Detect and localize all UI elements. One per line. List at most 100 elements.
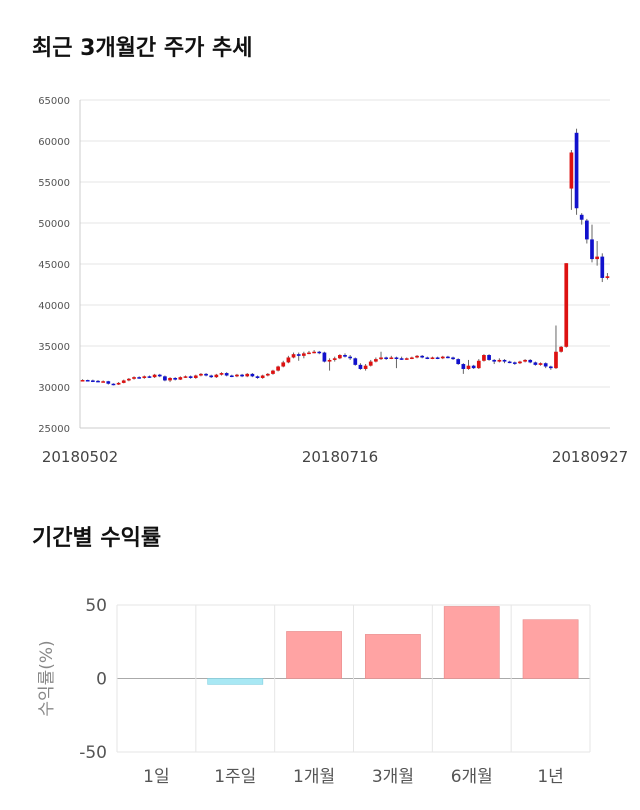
candle-body — [327, 359, 332, 362]
candle-body — [554, 351, 558, 369]
candle-body — [307, 352, 311, 355]
candle-body — [322, 352, 327, 362]
candle-body — [193, 375, 198, 378]
candle-body — [219, 373, 224, 375]
candle-body — [317, 351, 322, 354]
candle-body — [600, 256, 605, 278]
candle-body — [533, 362, 538, 365]
y-tick-label: 35000 — [38, 342, 70, 353]
y-tick-label: 25000 — [38, 424, 70, 435]
y-tick-label: 30000 — [38, 383, 70, 394]
candle-body — [410, 357, 414, 359]
candle-body — [183, 376, 188, 378]
category-label: 1개월 — [293, 767, 335, 787]
candle-body — [595, 256, 599, 260]
candle-body — [214, 374, 219, 378]
candle-body — [569, 152, 574, 189]
category-label: 6개월 — [451, 767, 493, 787]
candle-body — [492, 359, 497, 362]
candle-body — [374, 359, 378, 362]
stock-trend-title: 최근 3개월간 주가 추세 — [32, 36, 253, 61]
candle-body — [440, 356, 445, 359]
candle-body — [91, 380, 95, 382]
y-tick-label: 65000 — [38, 96, 70, 107]
candle-body — [152, 374, 157, 378]
candle-body — [584, 220, 589, 240]
candle-body — [209, 375, 214, 378]
candle-body — [188, 376, 193, 378]
candle-body — [265, 373, 270, 376]
y-tick-label: 55000 — [38, 178, 70, 189]
candle-body — [476, 360, 481, 369]
category-label: 1주일 — [214, 767, 256, 787]
candle-body — [132, 377, 136, 379]
candle-body — [301, 353, 306, 356]
candle-body — [116, 382, 121, 385]
category-label: 1일 — [143, 767, 169, 787]
candle-body — [348, 356, 352, 359]
candle-body — [291, 354, 296, 358]
category-label: 1년 — [537, 767, 563, 787]
return-bar — [443, 606, 500, 679]
candle-body — [147, 376, 152, 378]
candle-body — [420, 355, 425, 358]
y-tick-label: 50 — [85, 596, 107, 616]
candle-body — [404, 358, 409, 360]
candle-body — [435, 357, 440, 359]
candle-body — [451, 357, 455, 360]
returns-title: 기간별 수익률 — [32, 526, 162, 551]
candle-body — [224, 373, 229, 376]
candle-body — [399, 358, 404, 360]
candle-body — [276, 366, 280, 371]
candle-body — [487, 355, 491, 360]
candle-body — [358, 364, 363, 369]
candle-body — [137, 377, 142, 379]
candle-body — [199, 373, 203, 376]
candle-body — [512, 362, 517, 364]
candle-body — [507, 361, 512, 364]
y-tick-label: 40000 — [38, 301, 70, 312]
candle-body — [157, 374, 162, 377]
candle-body — [523, 359, 527, 362]
candle-body — [229, 375, 234, 378]
candle-body — [281, 362, 286, 367]
candle-body — [394, 357, 399, 359]
candle-body — [353, 358, 358, 365]
y-tick-label: -50 — [79, 743, 107, 763]
candle-body — [497, 359, 502, 362]
y-tick-label: 0 — [96, 670, 107, 690]
x-tick-label: 20180716 — [302, 448, 378, 466]
candle-body — [368, 361, 373, 366]
candle-body — [240, 374, 244, 377]
candle-body — [296, 354, 301, 356]
candle-body — [204, 373, 208, 376]
candle-body — [415, 355, 419, 358]
candle-body — [502, 359, 507, 362]
y-tick-label: 45000 — [38, 260, 70, 271]
candle-body — [538, 363, 543, 365]
candle-body — [127, 378, 131, 381]
candle-body — [456, 359, 461, 365]
candle-body — [425, 357, 430, 359]
candle-body — [518, 361, 522, 364]
period-returns-bar-chart: -50 0 50 수익률(%) 1일 1주일 1개월 3개월 6개월 1년 — [37, 596, 591, 787]
y-tick-label: 50000 — [38, 219, 70, 230]
stock-candlestick-chart: 25000 30000 35000 40000 45000 50000 55000 60000… — [38, 96, 628, 466]
candle-body — [332, 358, 337, 360]
candle-body — [163, 376, 167, 381]
candle-body — [574, 132, 579, 209]
candle-body — [528, 359, 533, 363]
candle-body — [363, 365, 368, 369]
candle-body — [430, 357, 435, 359]
candle-body — [343, 355, 347, 357]
candle-body — [389, 357, 394, 359]
candle-body — [255, 376, 260, 378]
candle-body — [466, 365, 471, 369]
candle-body — [106, 381, 111, 384]
candle-body — [142, 376, 147, 378]
candle-body — [471, 365, 476, 369]
candle-body — [168, 377, 172, 381]
candle-body — [121, 380, 126, 383]
return-bar — [522, 619, 579, 679]
return-bar — [286, 631, 342, 679]
